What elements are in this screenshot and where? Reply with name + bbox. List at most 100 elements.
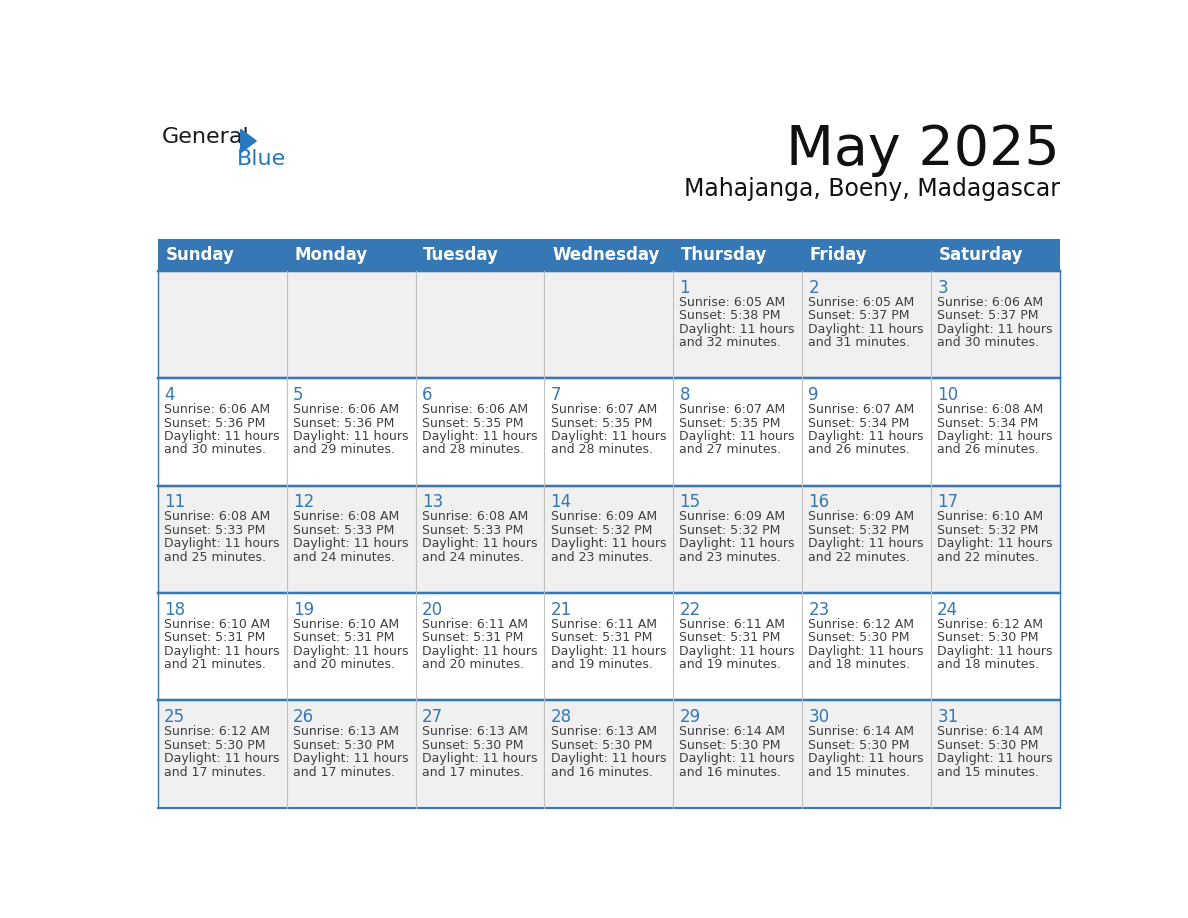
Text: Sunrise: 6:07 AM: Sunrise: 6:07 AM xyxy=(550,403,657,416)
Text: 24: 24 xyxy=(937,600,959,619)
Bar xyxy=(802,271,931,378)
Text: Sunset: 5:30 PM: Sunset: 5:30 PM xyxy=(937,739,1038,752)
Bar xyxy=(802,239,931,271)
Bar xyxy=(674,700,802,808)
Text: Sunset: 5:34 PM: Sunset: 5:34 PM xyxy=(808,417,910,430)
Text: Mahajanga, Boeny, Madagascar: Mahajanga, Boeny, Madagascar xyxy=(684,177,1060,201)
Text: 9: 9 xyxy=(808,386,819,404)
Bar xyxy=(674,239,802,271)
Bar xyxy=(931,378,1060,486)
Text: and 18 minutes.: and 18 minutes. xyxy=(937,658,1040,671)
Text: 12: 12 xyxy=(293,494,314,511)
Text: and 22 minutes.: and 22 minutes. xyxy=(937,551,1040,564)
Text: Sunrise: 6:12 AM: Sunrise: 6:12 AM xyxy=(937,618,1043,631)
Text: and 20 minutes.: and 20 minutes. xyxy=(293,658,394,671)
Bar xyxy=(544,700,674,808)
Text: 6: 6 xyxy=(422,386,432,404)
Text: Daylight: 11 hours: Daylight: 11 hours xyxy=(937,644,1053,657)
Bar xyxy=(158,593,286,700)
Text: 10: 10 xyxy=(937,386,959,404)
Text: 20: 20 xyxy=(422,600,443,619)
Text: and 21 minutes.: and 21 minutes. xyxy=(164,658,266,671)
Text: 22: 22 xyxy=(680,600,701,619)
Text: Daylight: 11 hours: Daylight: 11 hours xyxy=(164,537,279,551)
Text: Daylight: 11 hours: Daylight: 11 hours xyxy=(164,430,279,443)
Text: Sunrise: 6:05 AM: Sunrise: 6:05 AM xyxy=(680,296,785,308)
Text: Sunrise: 6:10 AM: Sunrise: 6:10 AM xyxy=(164,618,270,631)
Text: Sunset: 5:31 PM: Sunset: 5:31 PM xyxy=(680,632,781,644)
Bar xyxy=(158,700,286,808)
Bar xyxy=(802,700,931,808)
Text: Daylight: 11 hours: Daylight: 11 hours xyxy=(164,644,279,657)
Text: Sunset: 5:33 PM: Sunset: 5:33 PM xyxy=(164,524,265,537)
Text: Sunrise: 6:10 AM: Sunrise: 6:10 AM xyxy=(293,618,399,631)
Text: Sunset: 5:37 PM: Sunset: 5:37 PM xyxy=(937,309,1038,322)
Bar xyxy=(416,486,544,593)
Bar xyxy=(674,378,802,486)
Text: Sunrise: 6:09 AM: Sunrise: 6:09 AM xyxy=(680,510,785,523)
Text: and 30 minutes.: and 30 minutes. xyxy=(164,443,266,456)
Bar xyxy=(674,271,802,378)
Text: Sunrise: 6:14 AM: Sunrise: 6:14 AM xyxy=(680,725,785,738)
Text: 7: 7 xyxy=(550,386,561,404)
Bar xyxy=(286,700,416,808)
Text: Sunrise: 6:06 AM: Sunrise: 6:06 AM xyxy=(937,296,1043,308)
Text: and 28 minutes.: and 28 minutes. xyxy=(422,443,524,456)
Bar xyxy=(674,593,802,700)
Text: 1: 1 xyxy=(680,279,690,297)
Bar xyxy=(544,593,674,700)
Text: 23: 23 xyxy=(808,600,829,619)
Bar xyxy=(416,593,544,700)
Text: Sunset: 5:33 PM: Sunset: 5:33 PM xyxy=(422,524,523,537)
Text: Sunrise: 6:12 AM: Sunrise: 6:12 AM xyxy=(808,618,915,631)
Text: and 29 minutes.: and 29 minutes. xyxy=(293,443,394,456)
Text: and 17 minutes.: and 17 minutes. xyxy=(164,766,266,778)
Bar xyxy=(544,271,674,378)
Text: and 24 minutes.: and 24 minutes. xyxy=(293,551,394,564)
Text: and 32 minutes.: and 32 minutes. xyxy=(680,336,782,349)
Text: 21: 21 xyxy=(550,600,571,619)
Text: 27: 27 xyxy=(422,708,443,726)
Bar xyxy=(158,271,286,378)
Text: Sunrise: 6:07 AM: Sunrise: 6:07 AM xyxy=(808,403,915,416)
Text: Daylight: 11 hours: Daylight: 11 hours xyxy=(937,537,1053,551)
Text: Sunset: 5:30 PM: Sunset: 5:30 PM xyxy=(808,739,910,752)
Bar xyxy=(158,486,286,593)
Text: and 22 minutes.: and 22 minutes. xyxy=(808,551,910,564)
Text: and 23 minutes.: and 23 minutes. xyxy=(680,551,782,564)
Text: and 26 minutes.: and 26 minutes. xyxy=(808,443,910,456)
Text: Sunday: Sunday xyxy=(165,246,234,263)
Text: Sunrise: 6:05 AM: Sunrise: 6:05 AM xyxy=(808,296,915,308)
Text: and 17 minutes.: and 17 minutes. xyxy=(422,766,524,778)
Text: Sunset: 5:35 PM: Sunset: 5:35 PM xyxy=(550,417,652,430)
Text: Daylight: 11 hours: Daylight: 11 hours xyxy=(293,752,409,765)
Text: Sunset: 5:30 PM: Sunset: 5:30 PM xyxy=(937,632,1038,644)
Text: Sunset: 5:30 PM: Sunset: 5:30 PM xyxy=(293,739,394,752)
Text: Sunset: 5:32 PM: Sunset: 5:32 PM xyxy=(680,524,781,537)
Text: Daylight: 11 hours: Daylight: 11 hours xyxy=(550,752,666,765)
Text: Sunset: 5:38 PM: Sunset: 5:38 PM xyxy=(680,309,781,322)
Text: Sunrise: 6:14 AM: Sunrise: 6:14 AM xyxy=(808,725,915,738)
Text: 17: 17 xyxy=(937,494,959,511)
Bar xyxy=(544,486,674,593)
Text: Saturday: Saturday xyxy=(939,246,1023,263)
Text: Sunset: 5:32 PM: Sunset: 5:32 PM xyxy=(550,524,652,537)
Text: and 28 minutes.: and 28 minutes. xyxy=(550,443,652,456)
Bar xyxy=(931,593,1060,700)
Text: 8: 8 xyxy=(680,386,690,404)
Text: and 19 minutes.: and 19 minutes. xyxy=(680,658,782,671)
Text: 5: 5 xyxy=(293,386,303,404)
Text: Daylight: 11 hours: Daylight: 11 hours xyxy=(422,752,537,765)
Text: 4: 4 xyxy=(164,386,175,404)
Text: Daylight: 11 hours: Daylight: 11 hours xyxy=(680,752,795,765)
Text: Sunset: 5:31 PM: Sunset: 5:31 PM xyxy=(422,632,523,644)
Bar xyxy=(802,378,931,486)
Text: Sunset: 5:33 PM: Sunset: 5:33 PM xyxy=(293,524,394,537)
Text: Daylight: 11 hours: Daylight: 11 hours xyxy=(680,644,795,657)
Text: 31: 31 xyxy=(937,708,959,726)
Bar xyxy=(544,239,674,271)
Text: 2: 2 xyxy=(808,279,819,297)
Text: and 31 minutes.: and 31 minutes. xyxy=(808,336,910,349)
Text: and 16 minutes.: and 16 minutes. xyxy=(550,766,652,778)
Text: Sunrise: 6:11 AM: Sunrise: 6:11 AM xyxy=(550,618,657,631)
